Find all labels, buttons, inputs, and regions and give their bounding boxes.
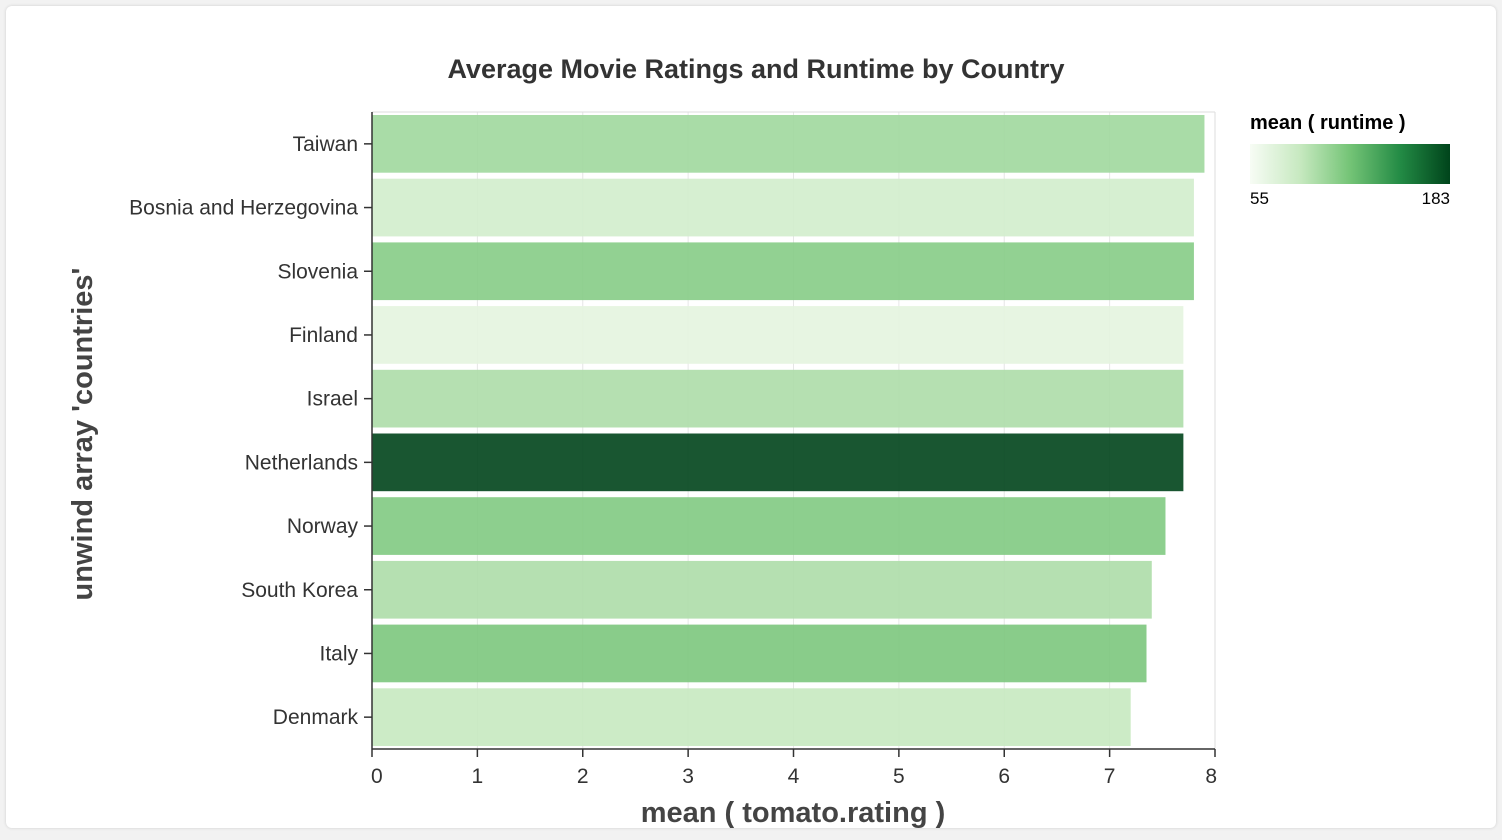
bar-taiwan[interactable] <box>372 115 1205 173</box>
y-tick-label: Finland <box>289 324 358 347</box>
bar-finland[interactable] <box>372 306 1184 364</box>
x-tick-label: 4 <box>788 765 800 788</box>
legend-min-label: 55 <box>1250 189 1269 208</box>
bar-slovenia[interactable] <box>372 242 1194 301</box>
x-tick-label: 6 <box>998 765 1010 788</box>
bar-bosnia-and-herzegovina[interactable] <box>372 178 1194 237</box>
x-tick-label: 3 <box>682 765 694 788</box>
bar-layer <box>372 115 1205 746</box>
x-tick-label: 5 <box>893 765 905 788</box>
x-tick-label: 2 <box>577 765 589 788</box>
bar-netherlands[interactable] <box>372 433 1184 492</box>
x-tick-label: 7 <box>1104 765 1116 788</box>
chart-card: Average Movie Ratings and Runtime by Cou… <box>6 6 1496 829</box>
y-tick-label: Netherlands <box>245 451 358 474</box>
y-tick-label: Italy <box>319 642 358 665</box>
legend-title: mean ( runtime ) <box>1250 112 1406 134</box>
chart-title: Average Movie Ratings and Runtime by Cou… <box>447 54 1064 84</box>
x-tick-label: 8 <box>1205 765 1217 788</box>
bar-norway[interactable] <box>372 497 1166 555</box>
x-tick-label: 0 <box>371 765 383 788</box>
y-tick-label: Norway <box>287 515 359 538</box>
legend-max-label: 183 <box>1422 189 1450 208</box>
y-tick-label: Denmark <box>273 706 359 729</box>
bar-italy[interactable] <box>372 624 1147 683</box>
axis-layer: Taiwan Bosnia and Herzegovina Slovenia Finl… <box>129 111 1217 788</box>
y-axis-title: unwind array 'countries' <box>67 268 99 601</box>
y-tick-label: Bosnia and Herzegovina <box>129 197 358 220</box>
legend-gradient-bar <box>1250 144 1450 184</box>
chart-svg: Average Movie Ratings and Runtime by Cou… <box>67 54 1450 829</box>
y-tick-label: Slovenia <box>277 260 358 283</box>
x-axis-title: mean ( tomato.rating ) <box>641 797 946 829</box>
bar-israel[interactable] <box>372 369 1184 428</box>
y-tick-label: South Korea <box>241 579 358 602</box>
x-tick-label: 1 <box>472 765 484 788</box>
bar-denmark[interactable] <box>372 688 1131 746</box>
y-tick-label: Taiwan <box>293 133 358 156</box>
y-tick-label: Israel <box>307 388 358 411</box>
color-legend: mean ( runtime ) 55 183 <box>1250 112 1450 208</box>
bar-south-korea[interactable] <box>372 560 1152 619</box>
